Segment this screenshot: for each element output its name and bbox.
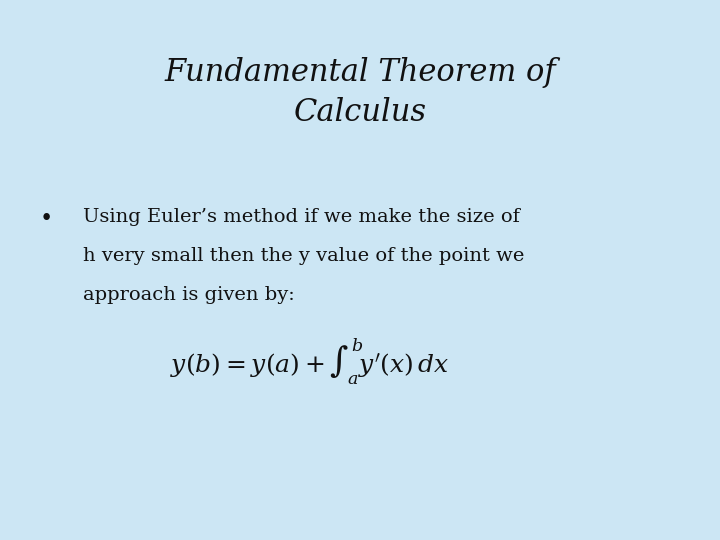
Text: Fundamental Theorem of
Calculus: Fundamental Theorem of Calculus — [164, 57, 556, 129]
Text: $y(b) = y(a) + \int_a^b \!y'(x)\,dx$: $y(b) = y(a) + \int_a^b \!y'(x)\,dx$ — [170, 336, 449, 387]
Text: •: • — [40, 208, 53, 230]
Text: h very small then the y value of the point we: h very small then the y value of the poi… — [83, 247, 524, 265]
Text: approach is given by:: approach is given by: — [83, 286, 294, 303]
Text: Using Euler’s method if we make the size of: Using Euler’s method if we make the size… — [83, 208, 520, 226]
